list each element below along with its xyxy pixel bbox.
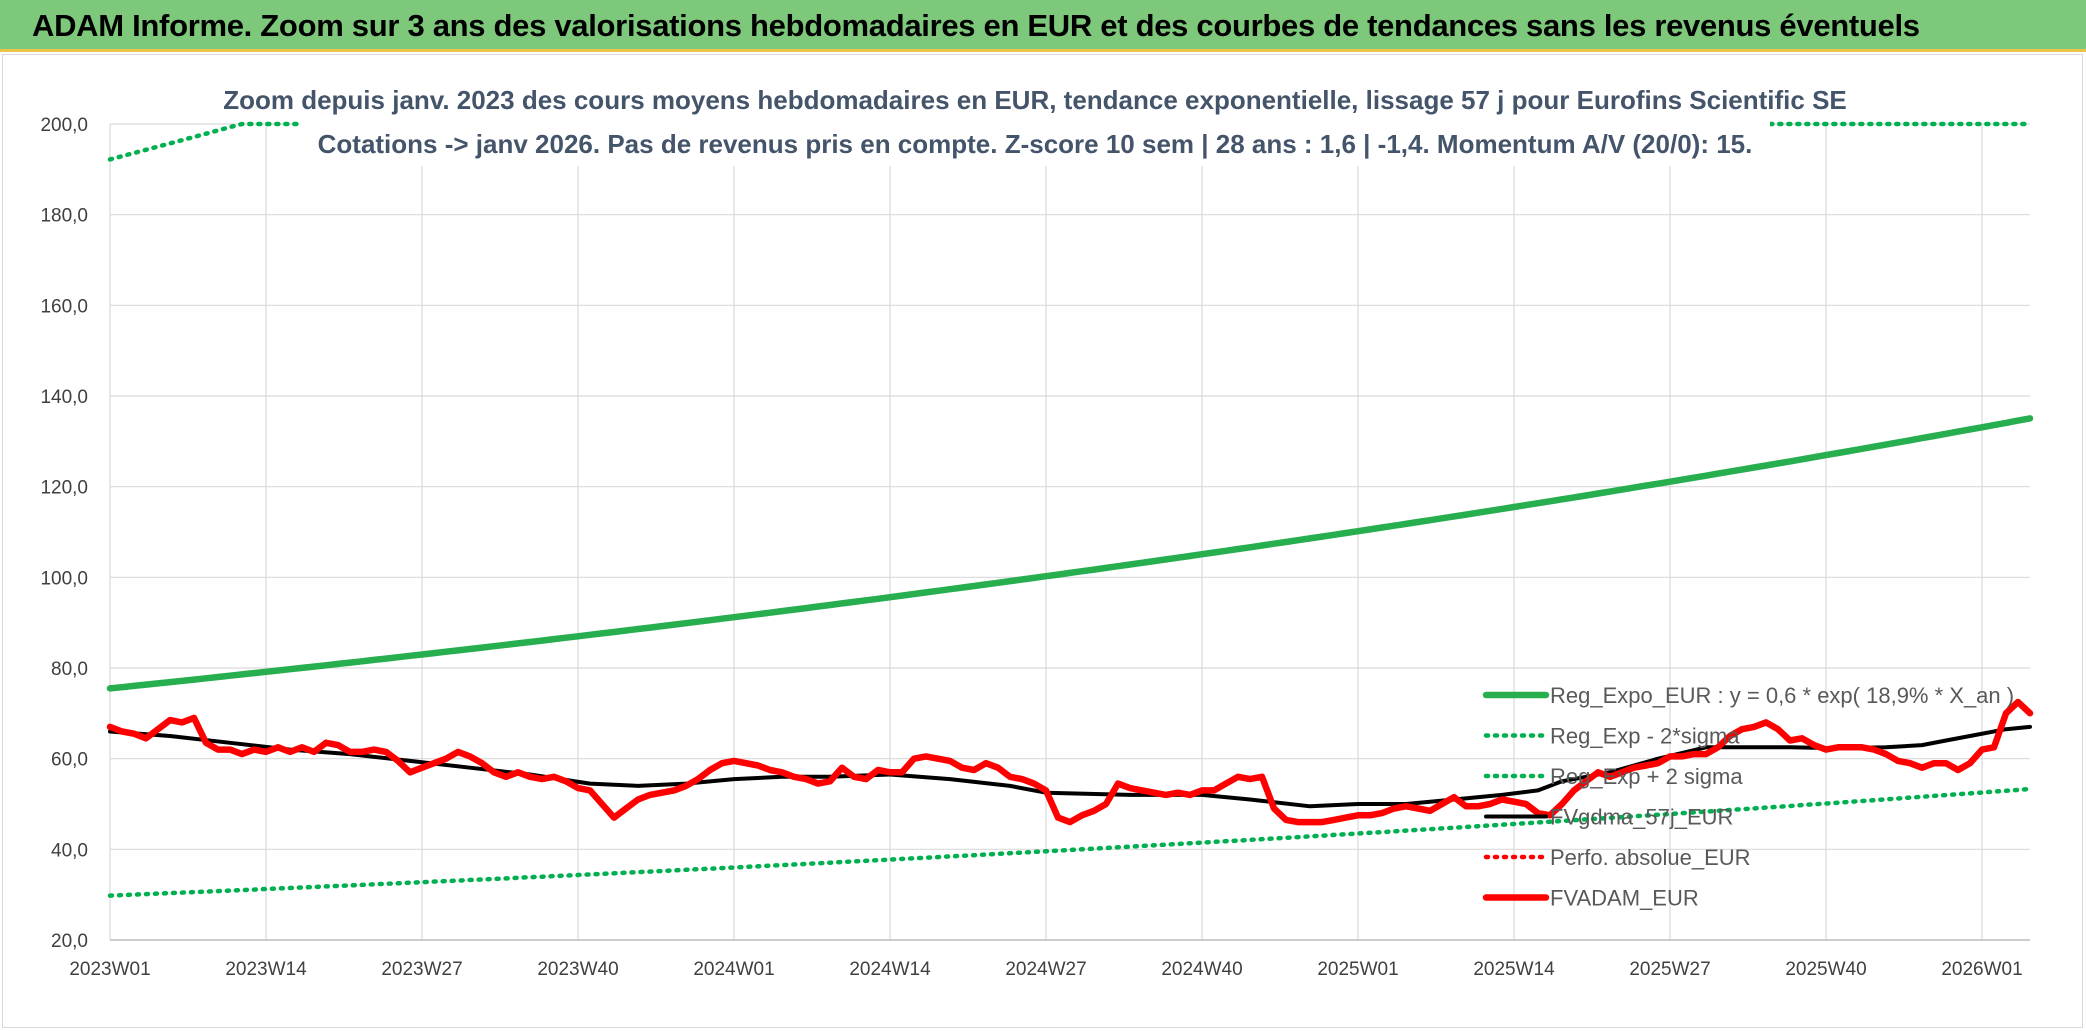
y-tick-label: 120,0	[40, 478, 88, 499]
chart-title-line1: Zoom depuis janv. 2023 des cours moyens …	[223, 85, 1847, 115]
y-tick-label: 20,0	[51, 931, 88, 952]
x-tick-label: 2024W01	[693, 959, 774, 980]
x-tick-label: 2024W27	[1005, 959, 1086, 980]
x-tick-label: 2025W40	[1785, 959, 1866, 980]
grid-lines	[109, 123, 2030, 941]
chart-title-line2: Cotations -> janv 2026. Pas de revenus p…	[318, 129, 1753, 159]
x-tick-label: 2026W01	[1941, 959, 2022, 980]
y-tick-label: 40,0	[51, 840, 88, 861]
y-axis: 20,0 40,0 60,0 80,0 100,0 120,0 140,0 160,0 180,…	[40, 115, 88, 952]
legend-label: Reg_Expo_EUR : y = 0,6 * exp( 18,9% * X_…	[1550, 683, 2014, 708]
y-tick-label: 60,0	[51, 750, 88, 771]
legend-label: Reg_Exp + 2 sigma	[1550, 764, 1743, 789]
y-tick-label: 100,0	[40, 568, 88, 589]
legend-label: FVgdma_57j_EUR	[1550, 805, 1733, 830]
x-tick-label: 2023W14	[225, 959, 307, 980]
y-tick-label: 80,0	[51, 659, 88, 680]
series-line-0	[106, 415, 2034, 692]
x-axis: 2023W01 2023W14 2023W27 2023W40 2024W01 2024W…	[69, 939, 2030, 980]
y-tick-label: 180,0	[40, 206, 88, 227]
series-line-1	[107, 786, 2033, 898]
x-tick-label: 2025W14	[1473, 959, 1555, 980]
report-title: ADAM Informe. Zoom sur 3 ans des valoris…	[32, 8, 1920, 43]
legend-label: Perfo. absolue_EUR	[1550, 845, 1751, 870]
header-bar: ADAM Informe. Zoom sur 3 ans des valoris…	[0, 0, 2086, 52]
x-tick-label: 2025W01	[1317, 959, 1398, 980]
title-background	[300, 78, 1770, 166]
x-tick-label: 2023W01	[69, 959, 150, 980]
legend-label: FVADAM_EUR	[1550, 886, 1699, 911]
x-tick-label: 2024W14	[849, 959, 931, 980]
legend-label: Reg_Exp - 2*sigma	[1550, 724, 1740, 749]
x-tick-label: 2024W40	[1161, 959, 1242, 980]
series-line-5	[106, 698, 2034, 826]
x-tick-label: 2025W27	[1629, 959, 1710, 980]
chart-frame	[2, 54, 2083, 1028]
x-tick-label: 2023W40	[537, 959, 618, 980]
y-tick-label: 160,0	[40, 296, 88, 317]
y-tick-label: 140,0	[40, 387, 88, 408]
y-tick-label: 200,0	[40, 115, 88, 136]
legend: Reg_Expo_EUR : y = 0,6 * exp( 18,9% * X_…	[1482, 683, 2014, 911]
x-tick-label: 2023W27	[381, 959, 462, 980]
